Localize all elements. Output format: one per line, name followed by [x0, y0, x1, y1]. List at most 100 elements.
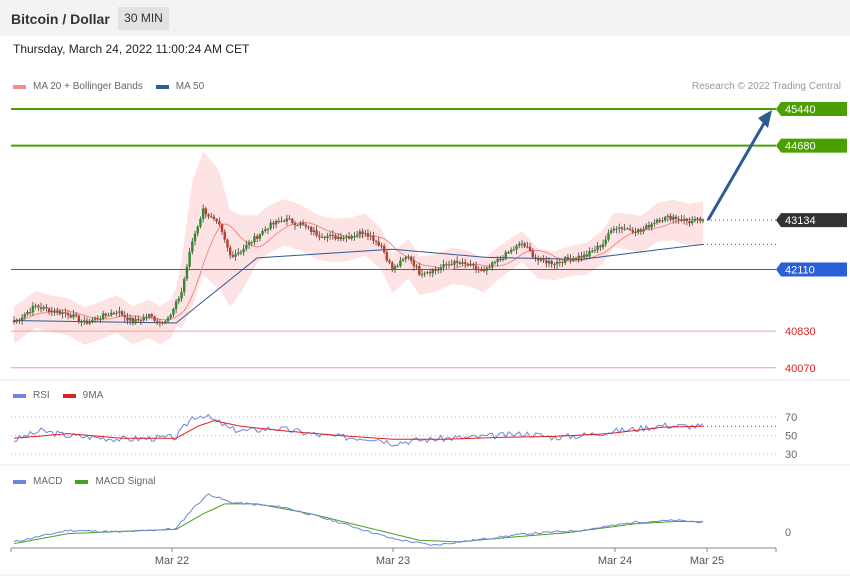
- candle-body: [377, 241, 380, 246]
- candle-body: [453, 261, 456, 265]
- candle-body: [15, 319, 18, 323]
- candle-body: [680, 219, 683, 221]
- candle-body: [358, 231, 362, 235]
- candle-body: [247, 242, 251, 245]
- candle-body: [85, 320, 89, 324]
- level-label-42110: 42110: [785, 264, 815, 276]
- candle-body: [520, 243, 524, 245]
- legend-label-macd-signal: MACD Signal: [95, 476, 156, 487]
- candle-body: [577, 255, 580, 259]
- candle-body: [169, 314, 172, 318]
- candle-body: [542, 258, 545, 261]
- candle-body: [380, 245, 383, 247]
- legend-swatch-macd: [13, 479, 26, 484]
- candle-body: [536, 258, 540, 261]
- candle-body: [364, 233, 367, 235]
- candle-body: [215, 219, 218, 222]
- candle-body: [201, 208, 205, 219]
- candle-body: [355, 234, 359, 237]
- candle-body: [23, 314, 27, 318]
- candle-body: [404, 257, 407, 260]
- candle-body: [172, 308, 175, 315]
- candle-body: [701, 220, 705, 222]
- candle-body: [639, 229, 643, 232]
- candle-body: [326, 235, 329, 239]
- candle-body: [101, 313, 105, 319]
- macd-line: [13, 493, 704, 546]
- candle-body: [304, 224, 308, 227]
- candle-body: [428, 272, 432, 274]
- candle-body: [280, 220, 283, 222]
- candle-body: [609, 230, 613, 233]
- level-label-44680: 44680: [785, 141, 816, 153]
- macd-panel: MACD MACD Signal 0 Mar 22 Mar 23 Mar 24 Mar …: [0, 466, 850, 574]
- legend-label-rsi: RSI: [33, 390, 50, 401]
- candle-body: [180, 291, 183, 299]
- macd-signal-line: [13, 503, 704, 545]
- candle-body: [693, 219, 697, 221]
- candle-body: [393, 266, 397, 271]
- candle-body: [158, 321, 162, 323]
- candle-body: [539, 258, 543, 261]
- candle-body: [282, 220, 286, 222]
- candle-body: [661, 220, 664, 222]
- candle-body: [650, 223, 653, 228]
- candle-body: [426, 272, 429, 274]
- candle-body: [266, 228, 270, 230]
- candle-body: [12, 320, 16, 323]
- candle-body: [118, 311, 121, 313]
- candle-body: [574, 258, 578, 260]
- rsi-panel: RSI 9MA 70 50 30: [0, 381, 850, 464]
- candle-body: [128, 317, 132, 321]
- candle-body: [61, 312, 64, 314]
- candle-body: [337, 236, 340, 239]
- candle-body: [210, 216, 213, 218]
- level-label-45440: 45440: [785, 104, 816, 116]
- credit-text: Research © 2022 Trading Central: [691, 81, 841, 92]
- candle-body: [47, 308, 51, 313]
- candle-body: [550, 260, 553, 265]
- candle-body: [672, 216, 675, 220]
- candle-body: [642, 229, 645, 232]
- candle-body: [237, 252, 240, 255]
- candle-body: [636, 229, 640, 233]
- candle-body: [310, 227, 313, 233]
- candle-body: [342, 237, 345, 240]
- candle-body: [547, 260, 551, 264]
- candle-body: [553, 264, 556, 266]
- candle-body: [588, 251, 591, 257]
- candle-body: [26, 312, 29, 315]
- candle-body: [291, 218, 294, 223]
- candle-body: [634, 232, 637, 234]
- candle-body: [99, 318, 102, 320]
- candle-body: [174, 301, 178, 309]
- candle-body: [474, 265, 478, 270]
- candle-body: [107, 315, 110, 317]
- candle-body: [331, 234, 335, 236]
- candle-body: [545, 260, 548, 264]
- candle-body: [66, 312, 70, 316]
- candle-body: [415, 266, 418, 268]
- candle-body: [461, 262, 464, 264]
- candle-body: [339, 236, 343, 240]
- candle-body: [388, 260, 391, 263]
- candle-body: [372, 235, 375, 241]
- candle-body: [472, 263, 475, 266]
- candle-body: [523, 243, 526, 247]
- candle-body: [288, 218, 291, 220]
- candle-body: [409, 256, 413, 261]
- candle-body: [212, 216, 216, 220]
- candle-body: [104, 313, 108, 316]
- candle-body: [261, 230, 264, 235]
- candle-body: [296, 225, 299, 227]
- candle-body: [596, 245, 599, 251]
- candle-body: [669, 215, 672, 220]
- candle-body: [493, 262, 497, 264]
- candle-body: [315, 230, 318, 236]
- timeframe-badge[interactable]: 30 MIN: [118, 7, 169, 30]
- candle-body: [250, 242, 253, 244]
- candle-body: [382, 245, 386, 253]
- candle-body: [264, 229, 267, 231]
- candle-body: [607, 232, 610, 240]
- legend-label-ma20: MA 20 + Bollinger Bands: [33, 81, 143, 92]
